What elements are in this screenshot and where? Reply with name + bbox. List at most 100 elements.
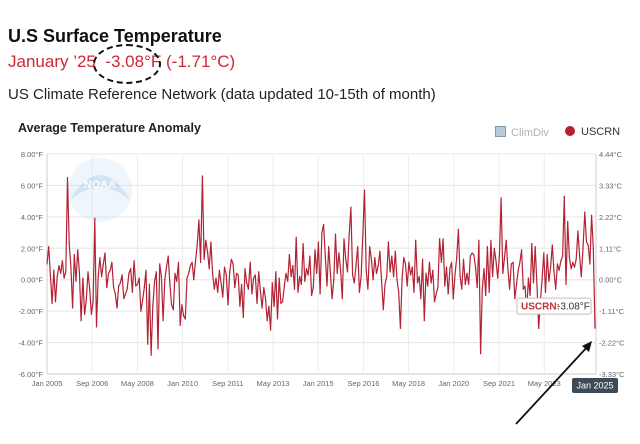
data-point (130, 268, 132, 270)
data-point (423, 320, 425, 322)
data-point (394, 250, 396, 252)
data-point (382, 309, 384, 311)
data-point (51, 302, 53, 304)
data-point (546, 254, 548, 256)
data-source-note: US Climate Reference Network (data updat… (8, 86, 436, 103)
data-point (210, 241, 212, 243)
x-tick-label: Sep 2016 (347, 379, 379, 388)
data-point (123, 298, 125, 300)
y-tick-label-right: -1.11°C (599, 307, 625, 316)
data-point (227, 304, 229, 306)
data-point (579, 255, 581, 257)
data-point (459, 276, 461, 278)
data-point (348, 233, 350, 235)
data-point (276, 318, 279, 320)
data-point (270, 329, 272, 331)
data-point (70, 266, 72, 268)
data-point (575, 258, 577, 260)
data-point (61, 260, 64, 262)
data-point (432, 269, 434, 271)
data-point (457, 228, 459, 230)
data-point (206, 250, 209, 252)
data-point (87, 271, 89, 273)
data-point (497, 277, 499, 279)
data-point (307, 274, 309, 276)
data-point (406, 285, 408, 287)
data-point (442, 238, 444, 240)
data-point (181, 304, 183, 306)
y-tick-label-left: 6.00°F (21, 181, 44, 190)
x-tick-label: Sep 2021 (483, 379, 515, 388)
data-point (514, 298, 516, 300)
data-point (136, 283, 139, 285)
x-tick-label: Jan 2010 (167, 379, 198, 388)
data-point (85, 299, 87, 301)
data-point (594, 327, 596, 329)
data-point (323, 224, 325, 226)
data-point (234, 287, 236, 289)
data-point (492, 276, 494, 278)
data-point (480, 353, 482, 355)
data-point (300, 283, 302, 285)
data-point (263, 287, 265, 289)
data-point (334, 233, 337, 235)
data-point (101, 276, 103, 278)
data-point (99, 257, 101, 259)
data-point (517, 269, 519, 271)
data-point (247, 288, 249, 290)
y-tick-label-right: 1.11°C (599, 244, 622, 253)
data-point (97, 276, 99, 278)
data-point (420, 298, 422, 300)
data-point (145, 269, 147, 271)
y-tick-label-right: -3.33°C (599, 370, 625, 379)
y-tick-label-right: -2.22°C (599, 339, 625, 348)
data-point (92, 301, 94, 303)
data-point (519, 261, 521, 263)
data-point (567, 221, 569, 223)
y-tick-label-right: 0.00°C (599, 276, 623, 285)
arrow-annotation (515, 341, 592, 425)
data-point (184, 318, 186, 320)
data-point (363, 189, 366, 191)
legend-item-climdiv[interactable]: ClimDiv (495, 126, 549, 139)
x-tick-label: May 2008 (121, 379, 154, 388)
data-point (176, 280, 178, 282)
data-point (140, 310, 142, 312)
data-point (536, 285, 538, 287)
data-point (186, 277, 188, 279)
data-point (251, 293, 253, 295)
data-point (452, 298, 454, 300)
data-point (573, 266, 576, 268)
data-point (454, 274, 456, 276)
data-point (80, 320, 82, 322)
data-point (510, 263, 512, 265)
data-point (225, 274, 227, 276)
data-point (343, 238, 345, 240)
data-point (372, 279, 374, 281)
data-point (177, 261, 180, 263)
y-axis-left-ticks: 8.00°F 6.00°F 4.00°F 2.00°F 0.00°F -2.00°F -4.… (18, 150, 43, 379)
data-point (357, 246, 359, 248)
data-point (565, 283, 567, 285)
data-point (481, 288, 483, 290)
data-point (160, 276, 162, 278)
data-point (435, 293, 437, 295)
data-point (84, 313, 86, 315)
data-point (341, 298, 343, 300)
data-point (53, 269, 55, 271)
data-point (63, 277, 65, 279)
data-point (65, 271, 67, 273)
data-point (411, 266, 413, 268)
data-point (428, 261, 430, 263)
data-point (119, 282, 121, 284)
data-point (94, 217, 96, 219)
data-point (437, 287, 439, 289)
legend-item-uscrn[interactable]: USCRN (565, 126, 620, 138)
x-tick-label: Jan 2005 (32, 379, 63, 388)
data-point (285, 272, 287, 274)
data-point (427, 285, 429, 287)
data-point (401, 277, 403, 279)
data-point (60, 272, 62, 274)
data-point (476, 287, 478, 289)
x-tick-label: May 2018 (392, 379, 425, 388)
